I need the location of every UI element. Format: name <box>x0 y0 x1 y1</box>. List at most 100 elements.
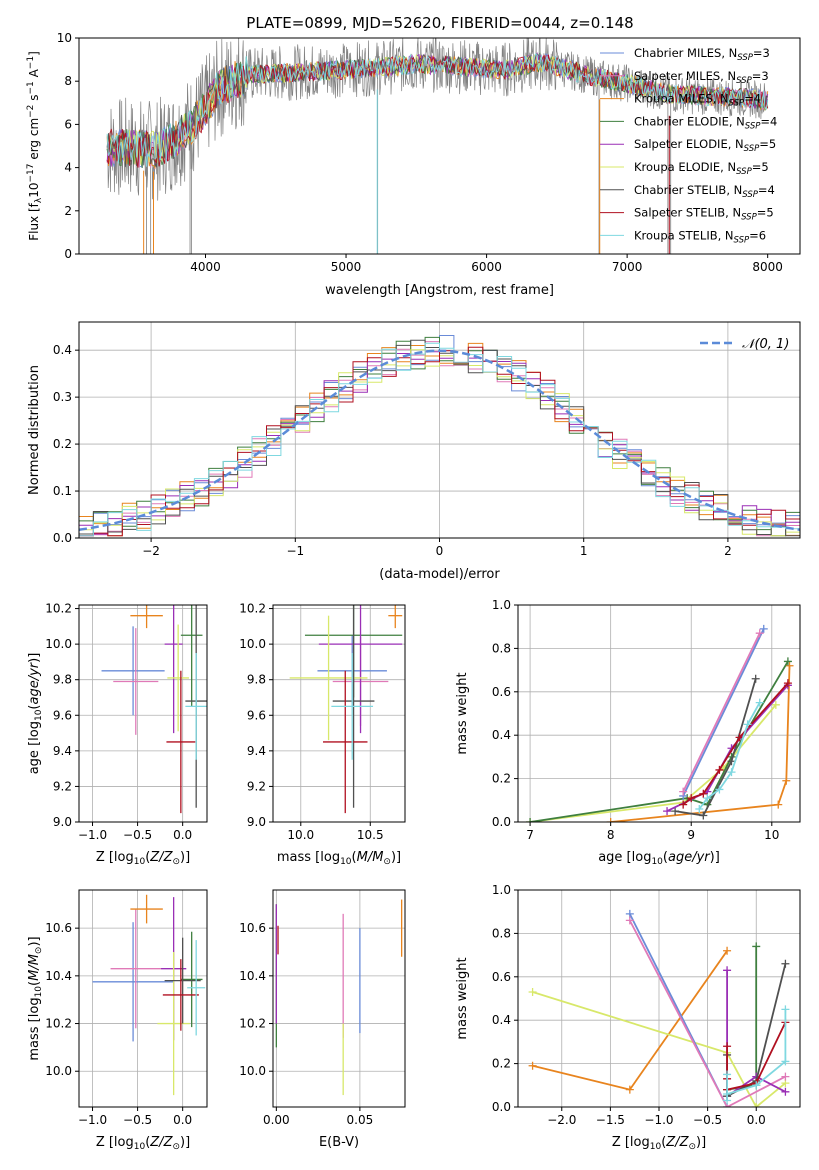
y-label-part: A <box>27 68 41 81</box>
x-tick-label: 0.05 <box>347 1113 374 1127</box>
x-tick-label: −0.5 <box>123 828 152 842</box>
y-tick-label: 0.0 <box>492 815 511 829</box>
y-label-part: −2 <box>26 105 36 118</box>
x-tick-label: 0.0 <box>173 1113 192 1127</box>
errorbar-x-axis-label: E(B-V) <box>319 1135 359 1150</box>
y-label-part: erg cm <box>27 118 41 164</box>
errorbar-plot-area <box>289 605 403 814</box>
y-tick-label: 9.4 <box>247 744 266 758</box>
x-tick-label: 0.0 <box>747 1113 766 1127</box>
y-tick-label: 10.6 <box>45 921 72 935</box>
point-marker <box>695 804 704 813</box>
x-tick-label: 7000 <box>612 260 643 274</box>
point-marker <box>781 1005 790 1014</box>
y-tick-label: 0.2 <box>492 772 511 786</box>
y-tick-label: 0.4 <box>492 728 511 742</box>
mass-weight-line <box>674 678 757 817</box>
line-x-axis-label: age [log10(age/yr)] <box>598 850 720 867</box>
point-marker <box>679 787 688 796</box>
x-tick-label: −1.5 <box>596 1113 625 1127</box>
y-tick-label: 9.2 <box>53 779 72 793</box>
x-tick-label: 1 <box>580 544 588 558</box>
y-tick-label: 6 <box>64 117 72 131</box>
point-marker <box>625 916 634 925</box>
histogram-x-axis-label: (data-model)/error <box>379 567 500 582</box>
spectrum-plot-area <box>106 38 769 254</box>
legend-entry: Chabrier STELIB, NSSP=4 <box>634 183 775 200</box>
gaussian-curve <box>79 349 800 532</box>
y-tick-label: 0.2 <box>492 1057 511 1071</box>
legend-entry: Kroupa ELODIE, NSSP=5 <box>634 160 769 177</box>
point-marker <box>782 776 791 785</box>
line-plot-area <box>526 624 794 822</box>
y-tick-label: 1.0 <box>492 883 511 897</box>
point-marker <box>743 720 752 729</box>
mass-weight-line <box>529 704 777 822</box>
point-marker <box>781 1087 790 1096</box>
y-tick-label: 10.0 <box>239 637 266 651</box>
x-tick-label: −0.5 <box>693 1113 722 1127</box>
x-tick-label: 9 <box>687 828 695 842</box>
errorbar-axes <box>78 889 208 1108</box>
errorbar-plot-area <box>101 605 207 814</box>
point-marker <box>727 757 736 766</box>
point-marker <box>755 629 764 638</box>
x-tick-label: −2.0 <box>547 1113 576 1127</box>
point-marker <box>755 698 764 707</box>
y-tick-label: 0.4 <box>53 343 72 357</box>
spectrum-y-axis-label: Flux [fλ10−17 erg cm−2 s−1 A−1] <box>26 51 44 241</box>
histogram-step-line <box>79 342 800 537</box>
point-marker <box>526 818 535 822</box>
y-tick-label: 10.6 <box>239 921 266 935</box>
x-tick-label: 5000 <box>331 260 362 274</box>
point-marker <box>752 942 761 951</box>
y-tick-label: 0.2 <box>53 437 72 451</box>
errorbar-y-axis-label: mass [log10(M/M⊙)] <box>27 936 44 1060</box>
x-tick-label: 7 <box>526 828 534 842</box>
y-tick-label: 10.4 <box>45 969 72 983</box>
point-marker <box>774 800 783 809</box>
x-tick-label: −1.0 <box>644 1113 673 1127</box>
point-marker <box>723 1042 732 1051</box>
point-marker <box>771 700 780 709</box>
point-marker <box>785 661 794 670</box>
point-marker <box>723 1096 732 1105</box>
point-marker <box>783 679 792 688</box>
y-tick-label: 9.8 <box>53 673 72 687</box>
line-axes <box>517 604 801 823</box>
y-tick-label: 9.2 <box>247 779 266 793</box>
y-tick-label: 4 <box>64 161 72 175</box>
x-tick-label: 10 <box>764 828 779 842</box>
mass-weight-line <box>629 919 786 1107</box>
point-marker <box>781 959 790 968</box>
y-label-part: −1 <box>26 56 36 69</box>
point-marker <box>751 674 760 683</box>
y-tick-label: 0.0 <box>53 531 72 545</box>
y-tick-label: 8 <box>64 74 72 88</box>
figure-title: PLATE=0899, MJD=52620, FIBERID=0044, z=0… <box>246 14 633 32</box>
y-tick-label: 0.6 <box>492 685 511 699</box>
mass-weight-line <box>682 632 761 792</box>
histogram-y-axis-label: Normed distribution <box>27 365 42 495</box>
spectrum-axes <box>78 37 801 255</box>
y-tick-label: 10.2 <box>45 602 72 616</box>
y-tick-label: 9.4 <box>53 744 72 758</box>
spectrum-x-axis-label: wavelength [Angstrom, rest frame] <box>325 283 554 298</box>
errorbar-axes <box>78 604 208 823</box>
point-marker <box>781 1072 790 1081</box>
x-tick-label: 6000 <box>471 260 502 274</box>
point-marker <box>687 794 696 803</box>
point-marker <box>735 733 744 742</box>
point-marker <box>606 818 615 822</box>
x-tick-label: 10.5 <box>357 828 384 842</box>
errorbar-x-axis-label: Z [log10(Z/Z⊙)] <box>96 850 190 867</box>
point-marker <box>752 1103 761 1107</box>
mass-weight-line <box>698 702 761 810</box>
point-marker <box>715 785 724 794</box>
point-marker <box>783 657 792 666</box>
gaussian-legend-label: 𝒩(0, 1) <box>742 337 789 352</box>
y-tick-label: 0.8 <box>492 926 511 940</box>
mass-weight-line <box>529 660 789 822</box>
errorbar-x-axis-label: mass [log10(M/M⊙)] <box>277 850 401 867</box>
